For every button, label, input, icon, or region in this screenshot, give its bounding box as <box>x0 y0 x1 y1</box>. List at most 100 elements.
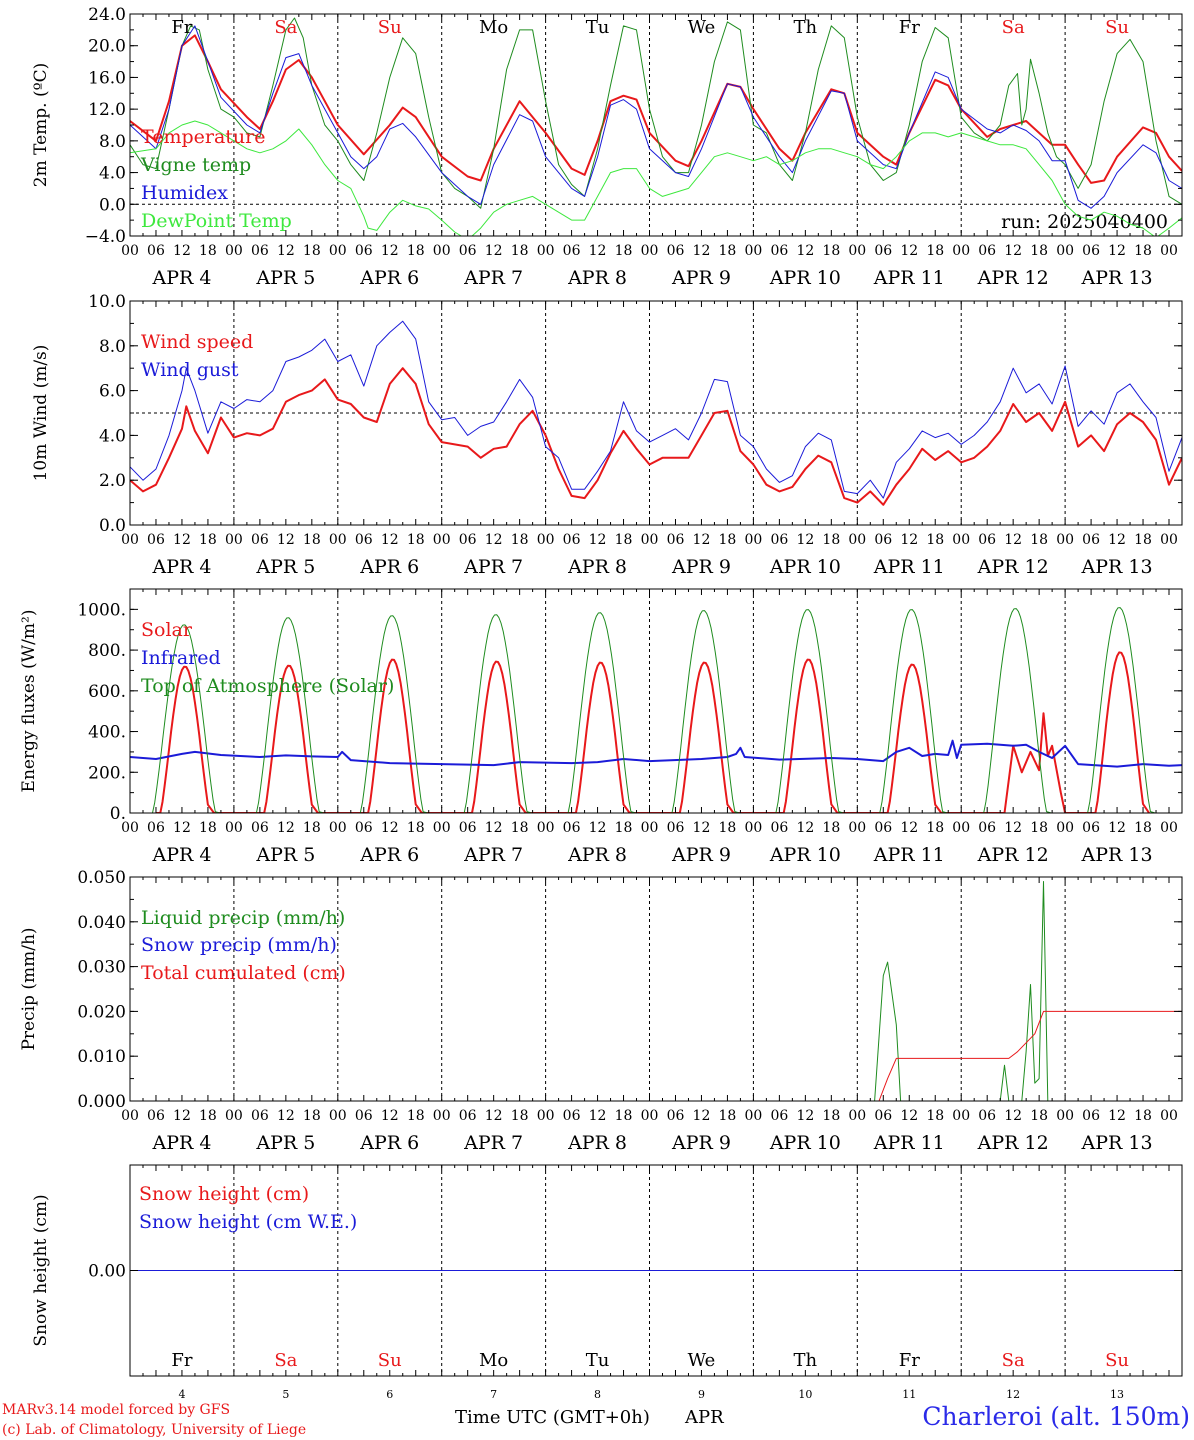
hour-tick-label: 00 <box>1160 820 1178 836</box>
hour-tick-label: 00 <box>121 243 139 259</box>
y-tick-label: 0.040 <box>77 913 126 933</box>
hour-tick-label: 18 <box>1134 532 1152 548</box>
hour-tick-label: 12 <box>900 532 918 548</box>
legend-entry: Snow height (cm W.E.) <box>139 1211 357 1233</box>
y-tick-label: 2.0 <box>99 471 126 491</box>
weekday-label: Th <box>794 1350 818 1371</box>
y-tick-label: 16.0 <box>88 68 126 88</box>
hour-tick-label: 06 <box>770 532 788 548</box>
hour-tick-label: 12 <box>1108 820 1126 836</box>
date-label: APR 6 <box>359 1132 419 1154</box>
hour-tick-label: 00 <box>433 820 451 836</box>
y-tick-label: 800. <box>88 641 126 661</box>
credit-line-2: (c) Lab. of Climatology, University of L… <box>2 1422 306 1438</box>
hour-tick-label: 00 <box>329 1108 347 1124</box>
hour-tick-label: 12 <box>485 243 503 259</box>
series-group <box>130 320 1182 506</box>
y-tick-label: 0.020 <box>77 1002 126 1022</box>
hour-tick-label: 12 <box>173 243 191 259</box>
hour-tick-label: 00 <box>225 1108 243 1124</box>
weekday-label: Th <box>794 17 818 38</box>
credit-line-1: MARv3.14 model forced by GFS <box>2 1402 230 1418</box>
legend-entry: Humidex <box>141 182 228 204</box>
hour-tick-label: 12 <box>277 532 295 548</box>
hour-tick-label: 12 <box>1004 1108 1022 1124</box>
day-number: 12 <box>1006 1388 1020 1401</box>
date-label: APR 11 <box>873 844 945 866</box>
date-label: APR 7 <box>463 844 523 866</box>
date-label: APR 12 <box>977 267 1049 289</box>
hour-tick-label: 12 <box>173 820 191 836</box>
hour-tick-label: 18 <box>822 243 840 259</box>
hour-tick-label: 06 <box>1082 532 1100 548</box>
date-label: APR 5 <box>255 556 315 578</box>
hour-tick-label: 18 <box>303 820 321 836</box>
hour-tick-label: 06 <box>667 243 685 259</box>
hour-tick-label: 00 <box>744 532 762 548</box>
legend-entry: DewPoint Temp <box>141 210 292 232</box>
hour-tick-label: 00 <box>1056 532 1074 548</box>
hour-tick-label: 06 <box>874 243 892 259</box>
hour-tick-label: 06 <box>355 243 373 259</box>
date-label: APR 11 <box>873 556 945 578</box>
series-line <box>148 607 1156 813</box>
hour-tick-label: 06 <box>355 820 373 836</box>
legend-entry: Top of Atmosphere (Solar) <box>141 675 394 697</box>
hour-tick-label: 12 <box>589 532 607 548</box>
date-label: APR 13 <box>1081 267 1153 289</box>
hour-tick-label: 18 <box>1030 532 1048 548</box>
date-label: APR 8 <box>567 1132 627 1154</box>
hour-tick-label: 18 <box>719 532 737 548</box>
date-label: APR 7 <box>463 267 523 289</box>
hour-tick-label: 00 <box>641 1108 659 1124</box>
series-line <box>130 320 1182 499</box>
series-group <box>130 881 1182 1101</box>
weekday-label: Fr <box>171 1350 192 1371</box>
weekday-label: Sa <box>274 17 297 38</box>
hour-tick-label: 06 <box>563 532 581 548</box>
hour-tick-label: 18 <box>926 820 944 836</box>
hour-tick-label: 18 <box>199 1108 217 1124</box>
hour-tick-label: 06 <box>251 532 269 548</box>
hour-tick-label: 00 <box>121 532 139 548</box>
legend-entry: Total cumulated (cm) <box>141 962 346 984</box>
legend-entry: Temperature <box>141 126 265 148</box>
day-number: 9 <box>698 1388 705 1401</box>
hour-tick-label: 12 <box>589 820 607 836</box>
hour-tick-label: 00 <box>744 1108 762 1124</box>
x-axis-label: Time UTC (GMT+0h) <box>455 1407 650 1428</box>
hour-tick-label: 12 <box>485 820 503 836</box>
hour-tick-label: 12 <box>381 532 399 548</box>
date-label: APR 10 <box>769 556 841 578</box>
hour-tick-label: 12 <box>1108 1108 1126 1124</box>
legend-entry: Solar <box>141 619 193 641</box>
y-tick-label: 6.0 <box>99 382 126 402</box>
date-label: APR 5 <box>255 267 315 289</box>
y-axis-title: Snow height (cm) <box>31 1194 51 1346</box>
weekday-label: Sa <box>274 1350 297 1371</box>
hour-tick-label: 06 <box>251 820 269 836</box>
date-label: APR 13 <box>1081 844 1153 866</box>
hour-tick-label: 00 <box>121 1108 139 1124</box>
hour-tick-label: 00 <box>952 1108 970 1124</box>
hour-tick-label: 00 <box>848 532 866 548</box>
date-label: APR 5 <box>255 844 315 866</box>
y-tick-label: 0.0 <box>99 195 126 215</box>
hour-tick-label: 12 <box>589 1108 607 1124</box>
hour-tick-label: 00 <box>1056 1108 1074 1124</box>
hour-tick-label: 00 <box>848 243 866 259</box>
y-tick-label: 600. <box>88 682 126 702</box>
hour-tick-label: 00 <box>744 820 762 836</box>
hour-tick-label: 06 <box>667 1108 685 1124</box>
hour-tick-label: 18 <box>822 820 840 836</box>
series-line <box>130 34 1182 184</box>
hour-tick-label: 12 <box>900 1108 918 1124</box>
station-name: Charleroi (alt. 150m) <box>922 1402 1190 1431</box>
hour-tick-label: 00 <box>225 243 243 259</box>
hour-tick-label: 12 <box>485 1108 503 1124</box>
hour-tick-label: 00 <box>225 532 243 548</box>
hour-tick-label: 00 <box>1056 243 1074 259</box>
hour-tick-label: 18 <box>1134 1108 1152 1124</box>
hour-tick-label: 00 <box>1160 243 1178 259</box>
hour-tick-label: 18 <box>511 532 529 548</box>
